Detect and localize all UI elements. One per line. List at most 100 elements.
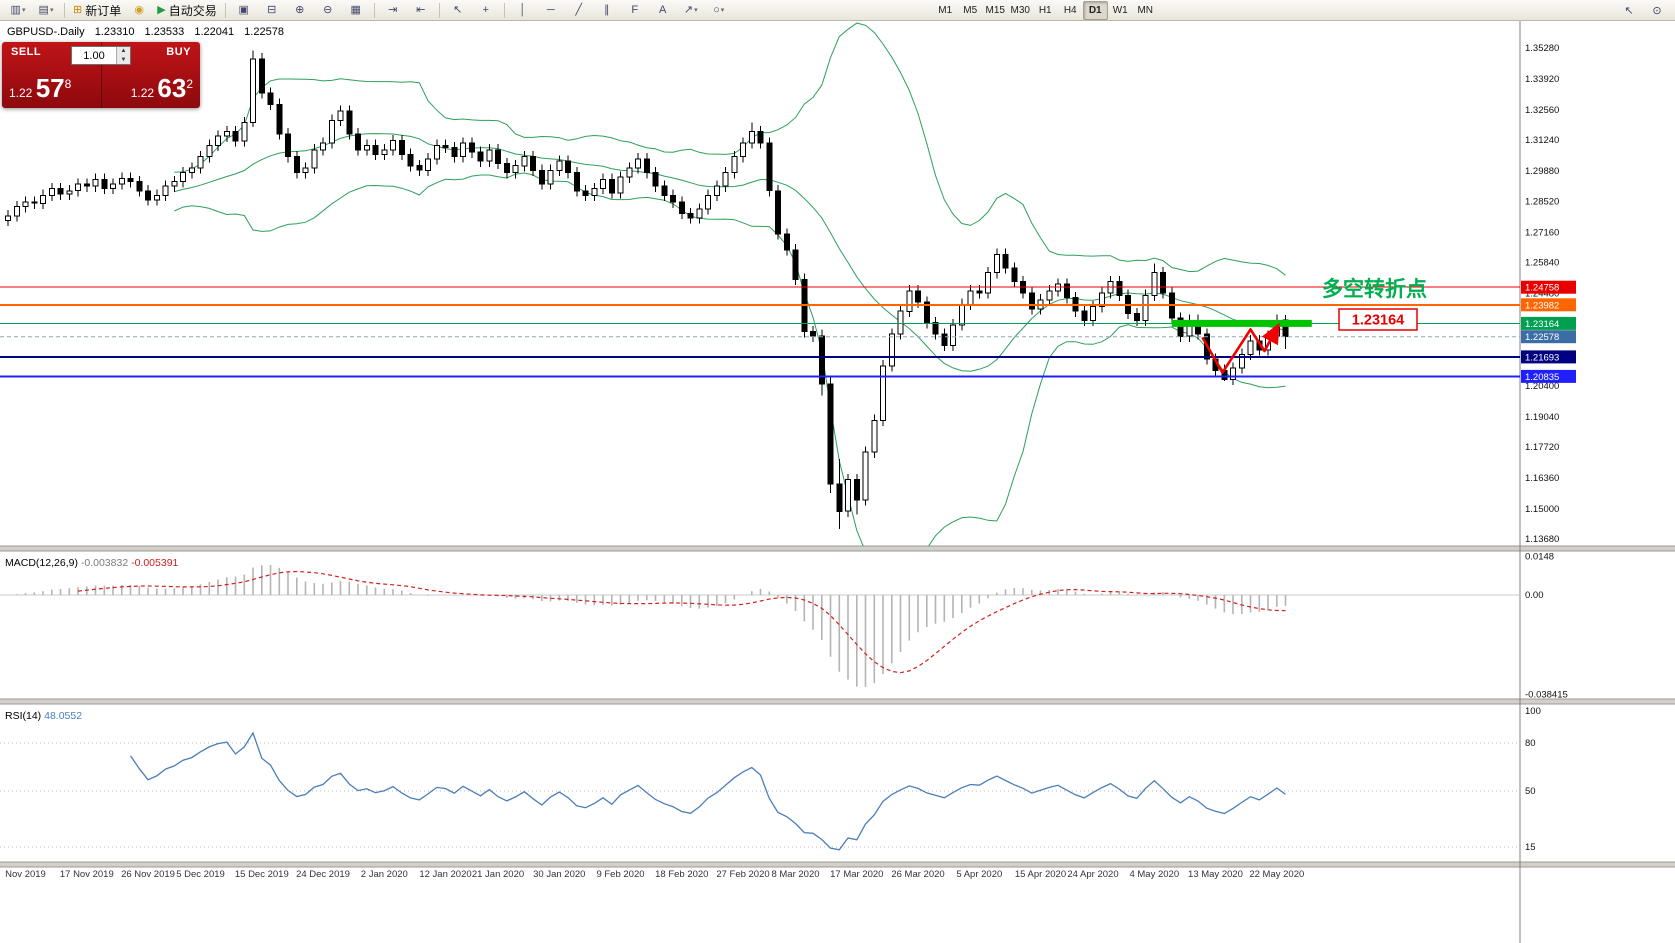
new-chart-button[interactable]: ▥ ▾ (4, 0, 32, 20)
turning-point-label[interactable]: 多空转折点 (1322, 277, 1427, 301)
volume-spinner-up-icon[interactable]: ▲ (117, 47, 130, 56)
horizontal-lines[interactable] (0, 286, 1520, 378)
svg-text:15: 15 (1525, 842, 1536, 853)
svg-text:5 Dec 2019: 5 Dec 2019 (176, 869, 225, 880)
chart-profiles-button[interactable]: ▤ ▾ (32, 0, 60, 20)
timeframe-w1-button[interactable]: W1 (1112, 4, 1128, 16)
horizontal-line-button[interactable]: ─ (537, 0, 565, 20)
svg-text:18 Feb 2020: 18 Feb 2020 (655, 869, 708, 880)
shapes-button[interactable]: ○ ▾ (705, 0, 733, 20)
svg-text:1.33920: 1.33920 (1525, 74, 1559, 85)
timeframe-mn-button[interactable]: MN (1137, 4, 1153, 16)
svg-text:1.32560: 1.32560 (1525, 105, 1559, 116)
timeframe-m30-button[interactable]: M30 (1010, 4, 1030, 16)
svg-text:2 Jan 2020: 2 Jan 2020 (361, 869, 408, 880)
one-click-trading-panel: SELL 1.22 578 BUY 1.22 632 ▲ ▼ (2, 42, 200, 108)
svg-text:1.21693: 1.21693 (1525, 352, 1559, 363)
svg-text:Nov 2019: Nov 2019 (5, 869, 46, 880)
svg-text:1.19040: 1.19040 (1525, 412, 1559, 423)
price-box-label: 1.23164 (1352, 313, 1404, 329)
svg-text:21 Jan 2020: 21 Jan 2020 (472, 869, 524, 880)
dropdown-caret-icon: ▾ (720, 7, 725, 14)
price-chart[interactable]: 多空转折点 1.23164 1.35280 1.33920 1.32560 1.31240… (0, 21, 1675, 943)
mql5-community-button[interactable]: ◉ (125, 0, 153, 20)
new-order-label: 新订单 (85, 3, 122, 18)
main-chart-pane[interactable]: 多空转折点 1.23164 (0, 22, 1520, 573)
trendline-icon: ╱ (575, 3, 583, 16)
tile-windows-button[interactable]: ⊟ (258, 0, 286, 20)
support-resistance-bar[interactable] (1171, 319, 1312, 327)
fibonacci-button[interactable]: F (621, 0, 649, 20)
crosshair-button[interactable]: + (472, 0, 500, 20)
cursor-button[interactable]: ↖ (444, 0, 472, 20)
autoscroll-button[interactable]: ⇥ (379, 0, 407, 20)
timeframe-h4-button[interactable]: H4 (1063, 4, 1077, 16)
trend-arrow-annotation[interactable] (1201, 322, 1280, 374)
svg-text:13 May 2020: 13 May 2020 (1188, 869, 1243, 880)
price-axis[interactable]: 1.35280 1.33920 1.32560 1.31240 1.29880 1.285… (1525, 43, 1559, 545)
price-tags: 1.24758 1.23982 1.23164 1.21693 1.20835 1.225… (1521, 280, 1576, 383)
autotrading-label: 自动交易 (168, 3, 217, 18)
vertical-line-icon: │ (519, 3, 527, 16)
zoom-out-button[interactable]: ⊖ (314, 0, 342, 20)
svg-text:24 Apr 2020: 24 Apr 2020 (1067, 869, 1118, 880)
time-axis[interactable]: Nov 2019 17 Nov 2019 26 Nov 2019 5 Dec 2019… (5, 869, 1304, 880)
main-toolbar: ▥ ▾ ▤ ▾ ⊞ 新订单 ◉ ▶ 自动交易 ▣ ⊟ ⊕ ⊖ ▦ ⇥ ⇤ ↖ + │ ─ ╱ ∥ F A ↗ ▾ ○ ▾ M1 M5 M15… (0, 0, 1675, 21)
zoom-in-button[interactable]: ⊕ (286, 0, 314, 20)
magnifier-tool-button[interactable]: ⊙ (1652, 4, 1662, 17)
chart-window: GBPUSD-.Daily 1.23310 1.23533 1.22041 1.… (0, 21, 1675, 943)
toolbar-separator (64, 2, 65, 18)
rsi-label: RSI(14) 48.0552 100 80 50 15 (5, 706, 1541, 853)
svg-text:1.24480: 1.24480 (1525, 289, 1559, 300)
toolbar-separator (373, 2, 375, 18)
price-box-annotation[interactable] (1338, 308, 1418, 331)
volume-input[interactable] (72, 47, 116, 64)
vertical-line-button[interactable]: │ (509, 0, 537, 20)
tile-windows-icon: ⊟ (267, 3, 277, 16)
trendline-button[interactable]: ╱ (565, 0, 593, 20)
chart-shift-button[interactable]: ⇤ (407, 0, 435, 20)
arrows-icon: ↗ (683, 3, 694, 16)
dropdown-caret-icon: ▾ (694, 7, 698, 14)
timeframe-m15-button[interactable]: M15 (985, 4, 1005, 16)
zoom-out-icon: ⊖ (323, 3, 333, 16)
buy-button[interactable]: BUY 1.22 632 (101, 42, 200, 108)
timeframe-h1-button[interactable]: H1 (1038, 4, 1052, 16)
macd-label: MACD(12,26,9) -0.003832 -0.005391 0.0148 0… (5, 552, 1568, 701)
dropdown-caret-icon: ▾ (49, 7, 54, 14)
text-icon: A (659, 3, 667, 16)
mql5-community-icon: ◉ (134, 3, 145, 16)
svg-text:30 Jan 2020: 30 Jan 2020 (533, 869, 585, 880)
text-button[interactable]: A (649, 0, 677, 20)
autotrading-button[interactable]: ▶ 自动交易 (153, 0, 220, 20)
autoscroll-icon: ⇥ (388, 3, 398, 16)
chart-profiles-icon: ▤ (38, 3, 49, 16)
volume-spinner-down-icon[interactable]: ▼ (117, 55, 130, 64)
cascade-windows-button[interactable]: ▣ (230, 0, 258, 20)
sell-button[interactable]: SELL 1.22 578 (2, 42, 102, 108)
svg-text:26 Mar 2020: 26 Mar 2020 (891, 869, 944, 880)
svg-text:0.00: 0.00 (1525, 590, 1544, 601)
ohlc-open: 1.23310 (94, 26, 135, 38)
sell-price: 1.22 578 (9, 73, 72, 103)
timeframe-m5-button[interactable]: M5 (963, 4, 978, 16)
svg-text:1.13680: 1.13680 (1525, 534, 1559, 545)
crosshair-icon: + (482, 3, 489, 16)
volume-control: ▲ ▼ (71, 46, 131, 65)
equidistant-channel-button[interactable]: ∥ (593, 0, 621, 20)
timeframe-d1-button[interactable]: D1 (1082, 0, 1108, 20)
grid-button[interactable]: ▦ (342, 0, 370, 20)
ohlc-close: 1.22578 (244, 26, 284, 38)
timeframe-m1-button[interactable]: M1 (938, 4, 953, 16)
zoom-in-icon: ⊕ (295, 3, 305, 16)
svg-text:1.31240: 1.31240 (1525, 135, 1559, 146)
svg-text:1.20400: 1.20400 (1525, 381, 1559, 392)
new-order-button[interactable]: ⊞ 新订单 (69, 0, 125, 20)
rsi-pane (0, 731, 1520, 851)
grid-icon: ▦ (350, 3, 361, 16)
pointer-tool-button[interactable]: ↖ (1624, 4, 1634, 17)
svg-text:15 Apr 2020: 15 Apr 2020 (1015, 869, 1066, 880)
svg-text:1.23982: 1.23982 (1525, 300, 1559, 311)
horizontal-line-icon: ─ (546, 3, 555, 16)
arrows-button[interactable]: ↗ ▾ (677, 0, 705, 20)
